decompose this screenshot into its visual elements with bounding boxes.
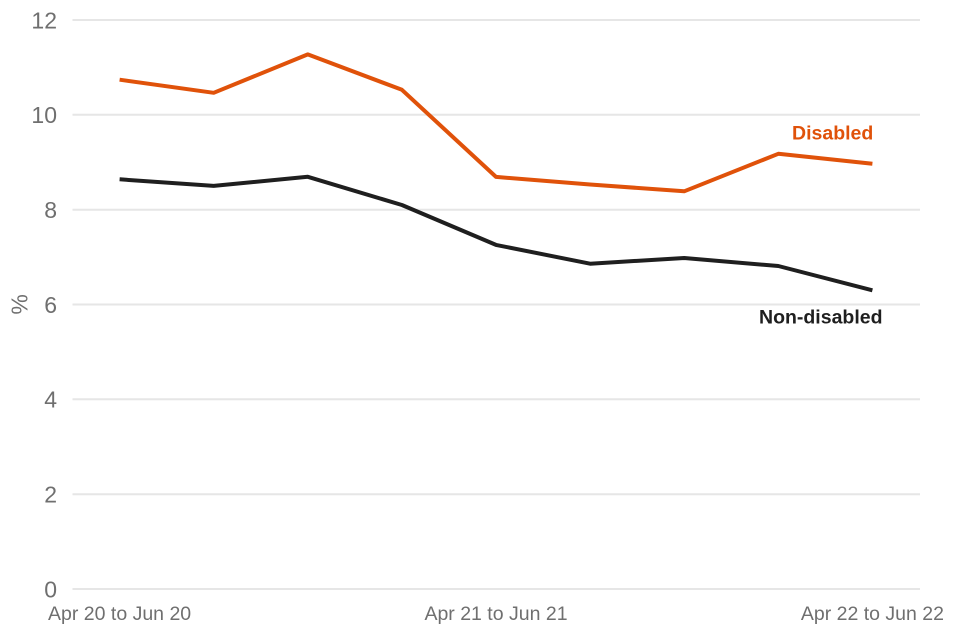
svg-text:Apr 20 to Jun 20: Apr 20 to Jun 20 <box>48 603 191 625</box>
svg-text:%: % <box>6 294 32 314</box>
svg-text:6: 6 <box>44 292 57 318</box>
svg-text:12: 12 <box>31 7 57 33</box>
svg-text:8: 8 <box>44 197 57 223</box>
svg-text:Non-disabled: Non-disabled <box>759 307 883 329</box>
svg-text:Apr 21 to Jun 21: Apr 21 to Jun 21 <box>424 603 567 625</box>
svg-text:Apr 22 to Jun 22: Apr 22 to Jun 22 <box>801 603 944 625</box>
svg-text:2: 2 <box>44 482 57 508</box>
svg-text:0: 0 <box>44 576 57 602</box>
svg-text:10: 10 <box>31 102 57 128</box>
svg-text:4: 4 <box>44 387 57 413</box>
svg-text:Disabled: Disabled <box>792 123 873 145</box>
